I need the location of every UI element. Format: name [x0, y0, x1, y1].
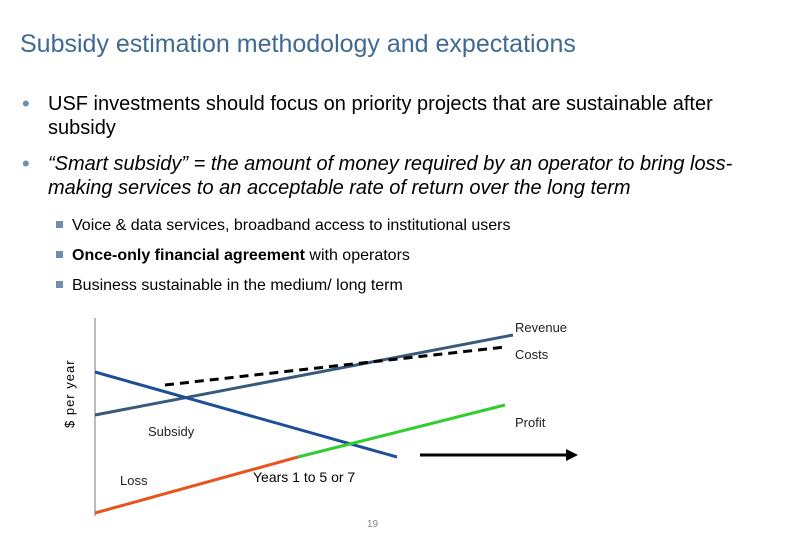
square-bullet-icon — [56, 251, 63, 258]
bullet-text: “Smart subsidy” = the amount of money re… — [48, 153, 733, 199]
sub-bullet-text: Business sustainable in the medium/ long… — [72, 277, 403, 294]
subsidy-line — [94, 370, 398, 459]
revenue-label: Revenue — [515, 320, 567, 335]
sub-bullet-item: Voice & data services, broadband access … — [56, 216, 510, 236]
years-label: Years 1 to 5 or 7 — [253, 469, 355, 485]
y-axis-label: $ per year — [62, 359, 77, 428]
loss-line — [94, 455, 299, 515]
sub-bullet-item: Once-only financial agreement with opera… — [56, 246, 410, 266]
costs-label: Costs — [515, 347, 549, 362]
square-bullet-icon — [56, 221, 63, 228]
profit-line — [297, 403, 506, 459]
costs-line — [164, 345, 506, 387]
bullet-dot-icon: • — [22, 91, 30, 116]
loss-label: Loss — [120, 473, 148, 488]
revenue-line — [94, 333, 514, 417]
bullet-text: USF investments should focus on priority… — [48, 93, 713, 139]
sub-bullet-text: Voice & data services, broadband access … — [72, 217, 511, 234]
sub-bullet-bold-text: Once-only financial agreement — [72, 247, 305, 264]
sub-bullet-item: Business sustainable in the medium/ long… — [56, 276, 403, 296]
profit-label: Profit — [515, 415, 546, 430]
bullet-dot-icon: • — [22, 151, 30, 176]
square-bullet-icon — [56, 281, 63, 288]
arrow-head-icon — [566, 449, 578, 461]
sub-bullet-text: with operators — [304, 247, 410, 264]
page-number: 19 — [367, 519, 379, 530]
slide-title: Subsidy estimation methodology and expec… — [20, 30, 576, 58]
subsidy-label: Subsidy — [148, 424, 195, 439]
